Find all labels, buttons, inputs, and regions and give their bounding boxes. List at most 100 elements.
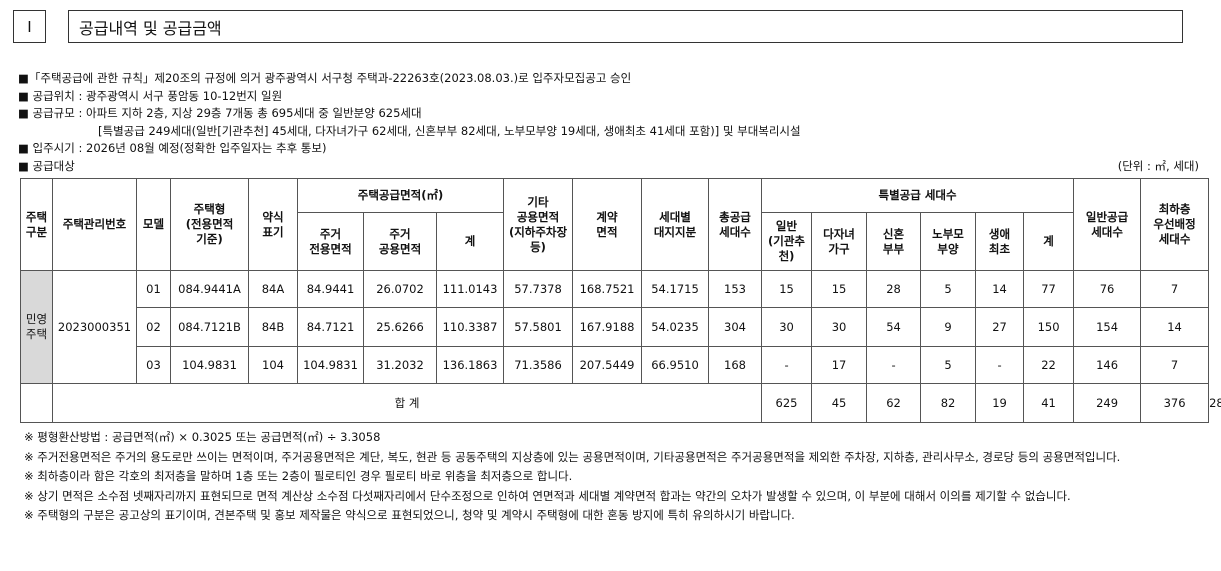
header-cell: 계 bbox=[435, 212, 505, 271]
cell: 168 bbox=[708, 346, 763, 384]
note: [특별공급 249세대(일반[기관추천] 45세대, 다자녀가구 62세대, 신… bbox=[98, 123, 801, 138]
cell: 71.3586 bbox=[503, 346, 574, 384]
cell: 54.0235 bbox=[641, 307, 710, 347]
cell: 26.0702 bbox=[363, 270, 437, 308]
cell: 15 bbox=[811, 270, 868, 308]
header-cell: 일반 (기관추천) bbox=[761, 212, 813, 271]
cell: 104 bbox=[248, 346, 298, 384]
header-cell: 주택형 (전용면적 기준) bbox=[170, 178, 249, 271]
cell: 57.5801 bbox=[503, 307, 574, 347]
cell: 7 bbox=[1140, 270, 1210, 308]
total-row: 합 계 625 45 62 82 19 41 249 376 28 bbox=[20, 383, 1221, 423]
note: ■ 공급대상 bbox=[18, 158, 75, 173]
section-number: Ⅰ bbox=[13, 10, 46, 43]
cell: 84.7121 bbox=[297, 307, 364, 347]
data-row: 민영 주택 2023000351 01 084.9441A 84A 84.9441 26.0… bbox=[20, 270, 1210, 384]
notes: ■「주택공급에 관한 규칙」제20조의 규정에 의거 광주광역시 서구청 주택과… bbox=[18, 70, 801, 175]
header-cell: 약식 표기 bbox=[248, 178, 298, 271]
cell: 27 bbox=[975, 307, 1025, 347]
cell: 84A bbox=[248, 270, 298, 308]
cell: 77 bbox=[1023, 270, 1075, 308]
header-cell: 신혼 부부 bbox=[866, 212, 922, 271]
footnote: ※ 평형환산방법 : 공급면적(㎡) × 0.3025 또는 공급면적(㎡) ÷… bbox=[24, 430, 381, 444]
header-cell: 기타 공용면적 (지하주차장 등) bbox=[503, 178, 574, 271]
header-cell: 주택관리번호 bbox=[52, 178, 137, 271]
cell: 66.9510 bbox=[641, 346, 710, 384]
cell: 14 bbox=[1140, 307, 1210, 347]
cell: 57.7378 bbox=[503, 270, 574, 308]
data-row: 03 104.9831 104 104.9831 31.2032 136.1863 71.3… bbox=[21, 346, 1210, 384]
total-cell: 249 bbox=[1073, 383, 1142, 423]
note: ■ 공급규모 : 아파트 지하 2층, 지상 29층 7개동 총 695세대 중… bbox=[18, 106, 422, 120]
cell: 30 bbox=[811, 307, 868, 347]
header-cell: 최하층 우선배정 세대수 bbox=[1140, 178, 1210, 271]
cell: 084.7121B bbox=[170, 307, 249, 347]
header-cell: 주택 구분 bbox=[20, 178, 53, 271]
header-cell: 계 bbox=[1023, 212, 1075, 271]
cell: 110.3387 bbox=[435, 307, 505, 347]
cell: 146 bbox=[1073, 346, 1142, 384]
total-cell: 82 bbox=[920, 383, 977, 423]
header-row: 주택 구분 주택관리번호 모델 주택형 (전용면적 기준) 약식 표기 주택공급면적(㎡)… bbox=[20, 178, 1210, 271]
header-cell: 일반공급 세대수 bbox=[1073, 178, 1142, 271]
note: ■「주택공급에 관한 규칙」제20조의 규정에 의거 광주광역시 서구청 주택과… bbox=[18, 71, 632, 85]
total-cell: 625 bbox=[761, 383, 813, 423]
footnote: ※ 최하층이라 함은 각호의 최저층을 말하며 1층 또는 2층이 필로티인 경… bbox=[24, 469, 573, 483]
cell: 14 bbox=[975, 270, 1025, 308]
header-cell: 모델 bbox=[136, 178, 171, 271]
header-cell: 주택공급면적(㎡) bbox=[296, 178, 505, 213]
header-cell: 생애 최초 bbox=[975, 212, 1025, 271]
cell: 54.1715 bbox=[641, 270, 710, 308]
header-cell: 세대별 대지지분 bbox=[641, 178, 710, 271]
cell bbox=[20, 383, 53, 423]
note: ■ 입주시기 : 2026년 08월 예정(정확한 입주일자는 추후 통보) bbox=[18, 141, 327, 155]
cell: 084.9441A bbox=[170, 270, 249, 308]
header-cell: 특별공급 세대수 bbox=[761, 178, 1075, 213]
header-cell: 다자녀 가구 bbox=[811, 212, 868, 271]
header-row: 주거 전용면적 주거 공용면적 계 일반 (기관추천) 다자녀 가구 신혼 부부 노부모 부… bbox=[21, 212, 1209, 271]
cell: 150 bbox=[1023, 307, 1075, 347]
cell: 104.9831 bbox=[170, 346, 249, 384]
cell: 9 bbox=[920, 307, 977, 347]
cell: 104.9831 bbox=[297, 346, 364, 384]
cell: 136.1863 bbox=[435, 346, 505, 384]
cell: - bbox=[975, 346, 1025, 384]
cell: 207.5449 bbox=[572, 346, 643, 384]
supply-table: 주택 구분 주택관리번호 모델 주택형 (전용면적 기준) 약식 표기 주택공급면적(㎡)… bbox=[20, 178, 1221, 423]
total-label: 합 계 bbox=[51, 383, 763, 423]
cell: - bbox=[866, 346, 922, 384]
cell: 15 bbox=[761, 270, 813, 308]
header-cell: 주거 전용면적 bbox=[297, 212, 364, 271]
cell: 84.9441 bbox=[297, 270, 364, 308]
cell: - bbox=[761, 346, 813, 384]
cell: 76 bbox=[1073, 270, 1142, 308]
cell: 167.9188 bbox=[572, 307, 643, 347]
cell: 153 bbox=[708, 270, 763, 308]
cell: 22 bbox=[1023, 346, 1075, 384]
cell: 154 bbox=[1073, 307, 1142, 347]
total-cell: 41 bbox=[1023, 383, 1075, 423]
cell: 17 bbox=[811, 346, 868, 384]
cell: 5 bbox=[920, 270, 977, 308]
total-cell: 45 bbox=[811, 383, 868, 423]
cell: 5 bbox=[920, 346, 977, 384]
code-cell: 2023000351 bbox=[52, 270, 137, 384]
cell: 28 bbox=[866, 270, 922, 308]
cell: 7 bbox=[1140, 346, 1210, 384]
total-cell: 376 bbox=[1140, 383, 1210, 423]
footnotes: ※ 평형환산방법 : 공급면적(㎡) × 0.3025 또는 공급면적(㎡) ÷… bbox=[24, 429, 1214, 527]
section-title: 공급내역 및 공급금액 bbox=[68, 10, 1183, 43]
cell: 31.2032 bbox=[363, 346, 437, 384]
cell: 25.6266 bbox=[363, 307, 437, 347]
footnote: ※ 주거전용면적은 주거의 용도로만 쓰이는 면적이며, 주거공용면적은 계단,… bbox=[24, 449, 1121, 464]
header-cell: 주거 공용면적 bbox=[363, 212, 437, 271]
total-cell: 19 bbox=[975, 383, 1025, 423]
cell: 30 bbox=[761, 307, 813, 347]
group-cell: 민영 주택 bbox=[20, 270, 53, 384]
cell: 304 bbox=[708, 307, 763, 347]
header-cell: 계약 면적 bbox=[572, 178, 643, 271]
unit-label: (단위 : ㎡, 세대) bbox=[1117, 159, 1199, 173]
cell: 111.0143 bbox=[435, 270, 505, 308]
cell: 03 bbox=[136, 346, 171, 384]
